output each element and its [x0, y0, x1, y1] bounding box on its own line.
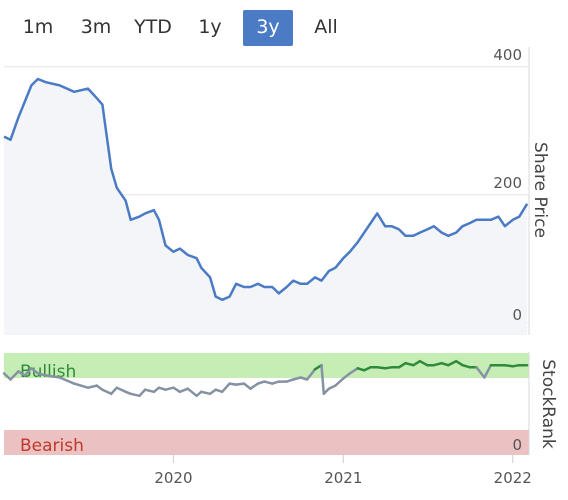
y-tick-400: 400	[493, 46, 522, 64]
stockrank-line-segment	[36, 372, 48, 377]
stockrank-line-segment	[342, 372, 352, 380]
stockrank-line-segment	[23, 367, 33, 377]
stockrank-line-segment	[101, 388, 113, 396]
stockrank-line-segment	[475, 366, 486, 379]
stockrank-line-segment	[172, 386, 182, 394]
stockrank-line-segment	[397, 361, 407, 369]
stockrank-line-segment	[30, 367, 40, 375]
stockrank-line-segment	[220, 382, 231, 394]
stockrank-line-segment	[249, 382, 260, 390]
bearish-band	[4, 430, 529, 455]
bullish-label: Bullish	[20, 362, 76, 382]
range-selector: 1m 3m YTD 1y 3y All	[0, 10, 568, 46]
price-series-line	[3, 77, 529, 302]
range-button-ytd[interactable]: YTD	[134, 16, 172, 38]
stockrank-line-segment	[404, 361, 415, 367]
stockrank-line-segment	[234, 382, 246, 386]
stockrank-line-segment	[305, 368, 317, 381]
stockrank-line-segment	[418, 359, 429, 367]
range-button-1m[interactable]: 1m	[22, 16, 54, 38]
stockrank-line-segment	[375, 366, 387, 370]
stockrank-line-segment	[164, 386, 175, 391]
range-button-1y[interactable]: 1y	[198, 16, 222, 38]
stockrank-line-segment	[412, 359, 422, 367]
x-axis: 2020 2021 2022	[154, 455, 532, 487]
stockrank-line-segment	[17, 370, 27, 377]
y-tick-200: 200	[493, 174, 522, 192]
range-button-3y[interactable]: 3y	[243, 10, 293, 46]
stockrank-line-segment	[291, 376, 302, 381]
stockrank-line-segment	[109, 386, 119, 396]
stockrank-line-segment	[483, 363, 493, 379]
stockrank-panel: Bullish Bearish 0 StockRank	[2, 352, 558, 456]
stockrank-line-segment	[129, 392, 141, 398]
stockrank-series-line	[2, 359, 529, 398]
stockrank-line-segment	[186, 387, 198, 398]
stockrank-line-segment	[115, 386, 127, 394]
x-tick-label-2021: 2021	[324, 469, 362, 487]
stockrank-line-segment	[58, 376, 76, 385]
stockrank-line-segment	[200, 390, 212, 396]
stockrank-line-segment	[320, 363, 326, 396]
stockrank-line-segment	[446, 359, 458, 367]
stockrank-line-segment	[143, 388, 156, 394]
stockrank-line-segment	[86, 384, 99, 389]
bearish-label: Bearish	[20, 436, 84, 456]
stockrank-axis-title: StockRank	[538, 359, 558, 449]
stockrank-line-segment	[334, 377, 345, 387]
range-button-3m[interactable]: 3m	[80, 16, 112, 38]
stockrank-line-segment	[138, 388, 147, 398]
stockrank-line-segment	[454, 359, 464, 367]
bullish-band	[4, 353, 529, 378]
y-tick-0: 0	[512, 306, 522, 324]
stockrank-line-segment	[432, 361, 443, 367]
rank-y-tick-0: 0	[512, 436, 522, 454]
stockrank-line-segment	[9, 370, 20, 381]
stockrank-line-segment	[2, 372, 12, 381]
share-price-axis-title: Share Price	[530, 142, 550, 238]
range-button-all[interactable]: All	[314, 16, 338, 38]
x-tick-label-2022: 2022	[494, 469, 532, 487]
stockrank-line-segment	[72, 382, 90, 389]
stockrank-line-segment	[178, 387, 190, 394]
stockrank-line-segment	[461, 363, 472, 369]
stockrank-line-segment	[242, 382, 252, 390]
price-panel: 400 200 0 Share Price	[3, 46, 550, 335]
price-area-fill	[4, 79, 528, 335]
stockrank-line-segment	[503, 363, 515, 368]
stockrank-line-segment	[44, 374, 61, 379]
x-tick-label-2020: 2020	[154, 469, 192, 487]
stockrank-line-segment	[348, 367, 359, 375]
stockrank-line-segment	[263, 380, 274, 385]
